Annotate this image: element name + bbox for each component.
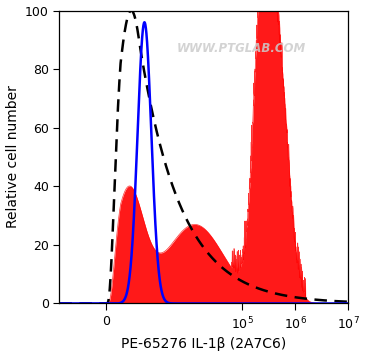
Text: WWW.PTGLAB.COM: WWW.PTGLAB.COM (177, 42, 306, 55)
X-axis label: PE-65276 IL-1β (2A7C6): PE-65276 IL-1β (2A7C6) (121, 337, 286, 351)
Y-axis label: Relative cell number: Relative cell number (5, 86, 20, 228)
